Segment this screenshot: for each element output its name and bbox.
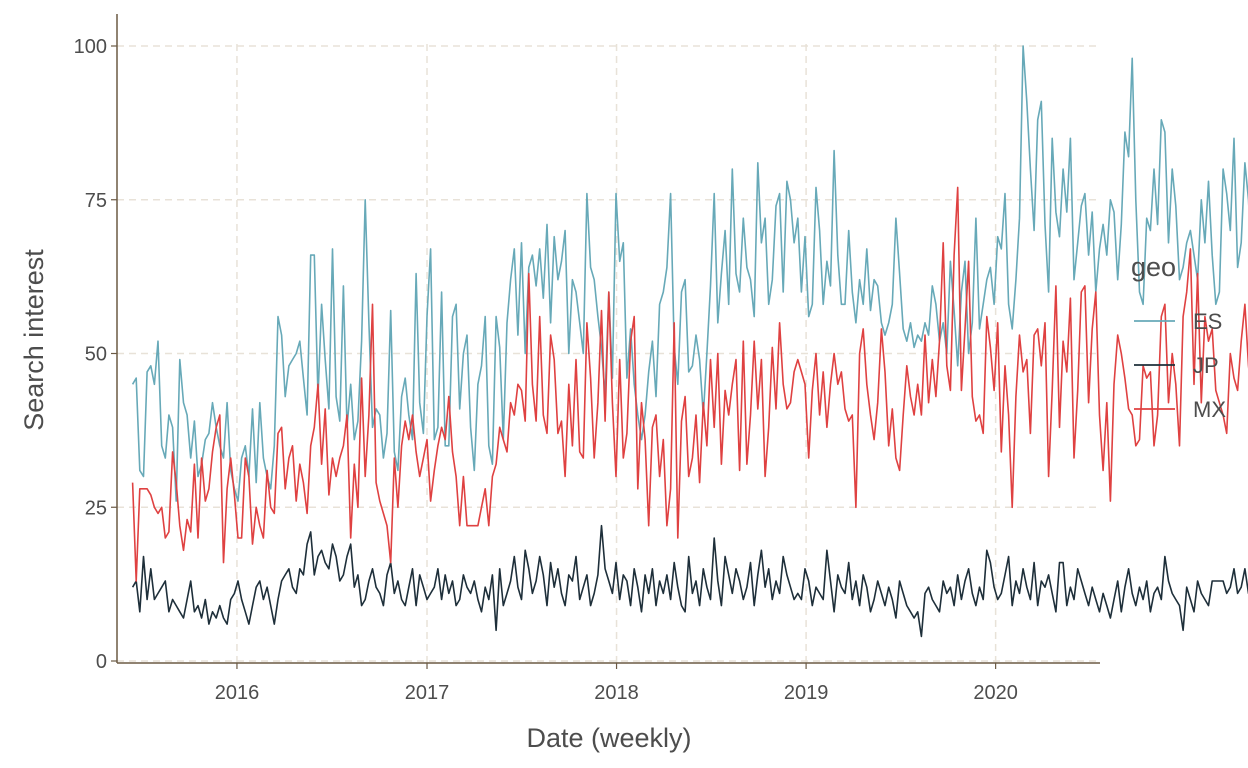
x-tick-label: 2019 bbox=[784, 682, 829, 704]
x-tick-label: 2020 bbox=[973, 682, 1018, 704]
series-line-jp bbox=[131, 524, 1248, 638]
y-tick-label: 100 bbox=[74, 36, 107, 58]
y-tick-label: 0 bbox=[96, 651, 107, 673]
axis-layer: 0 25 50 75 100 2016 2017 2018 2019 2020 bbox=[74, 36, 1018, 704]
x-tick-label: 2016 bbox=[215, 682, 260, 704]
legend-label-jp: JP bbox=[1193, 353, 1219, 378]
legend-title: geo bbox=[1131, 252, 1176, 282]
x-tick-label: 2018 bbox=[594, 682, 639, 704]
y-tick-label: 25 bbox=[85, 497, 107, 519]
legend: geo ES JP MX bbox=[1131, 252, 1226, 422]
series-line-es bbox=[131, 45, 1248, 502]
legend-label-mx: MX bbox=[1193, 397, 1226, 422]
y-axis-title: Search interest bbox=[19, 249, 49, 431]
legend-items: ES JP MX bbox=[1134, 309, 1226, 422]
series-line-mx bbox=[131, 186, 1248, 582]
legend-label-es: ES bbox=[1193, 309, 1222, 334]
x-axis-title: Date (weekly) bbox=[526, 723, 691, 753]
x-tick-label: 2017 bbox=[405, 682, 450, 704]
y-tick-label: 50 bbox=[85, 344, 107, 366]
y-tick-label: 75 bbox=[85, 190, 107, 212]
series-layer bbox=[131, 45, 1248, 638]
grid-layer bbox=[117, 44, 1100, 663]
